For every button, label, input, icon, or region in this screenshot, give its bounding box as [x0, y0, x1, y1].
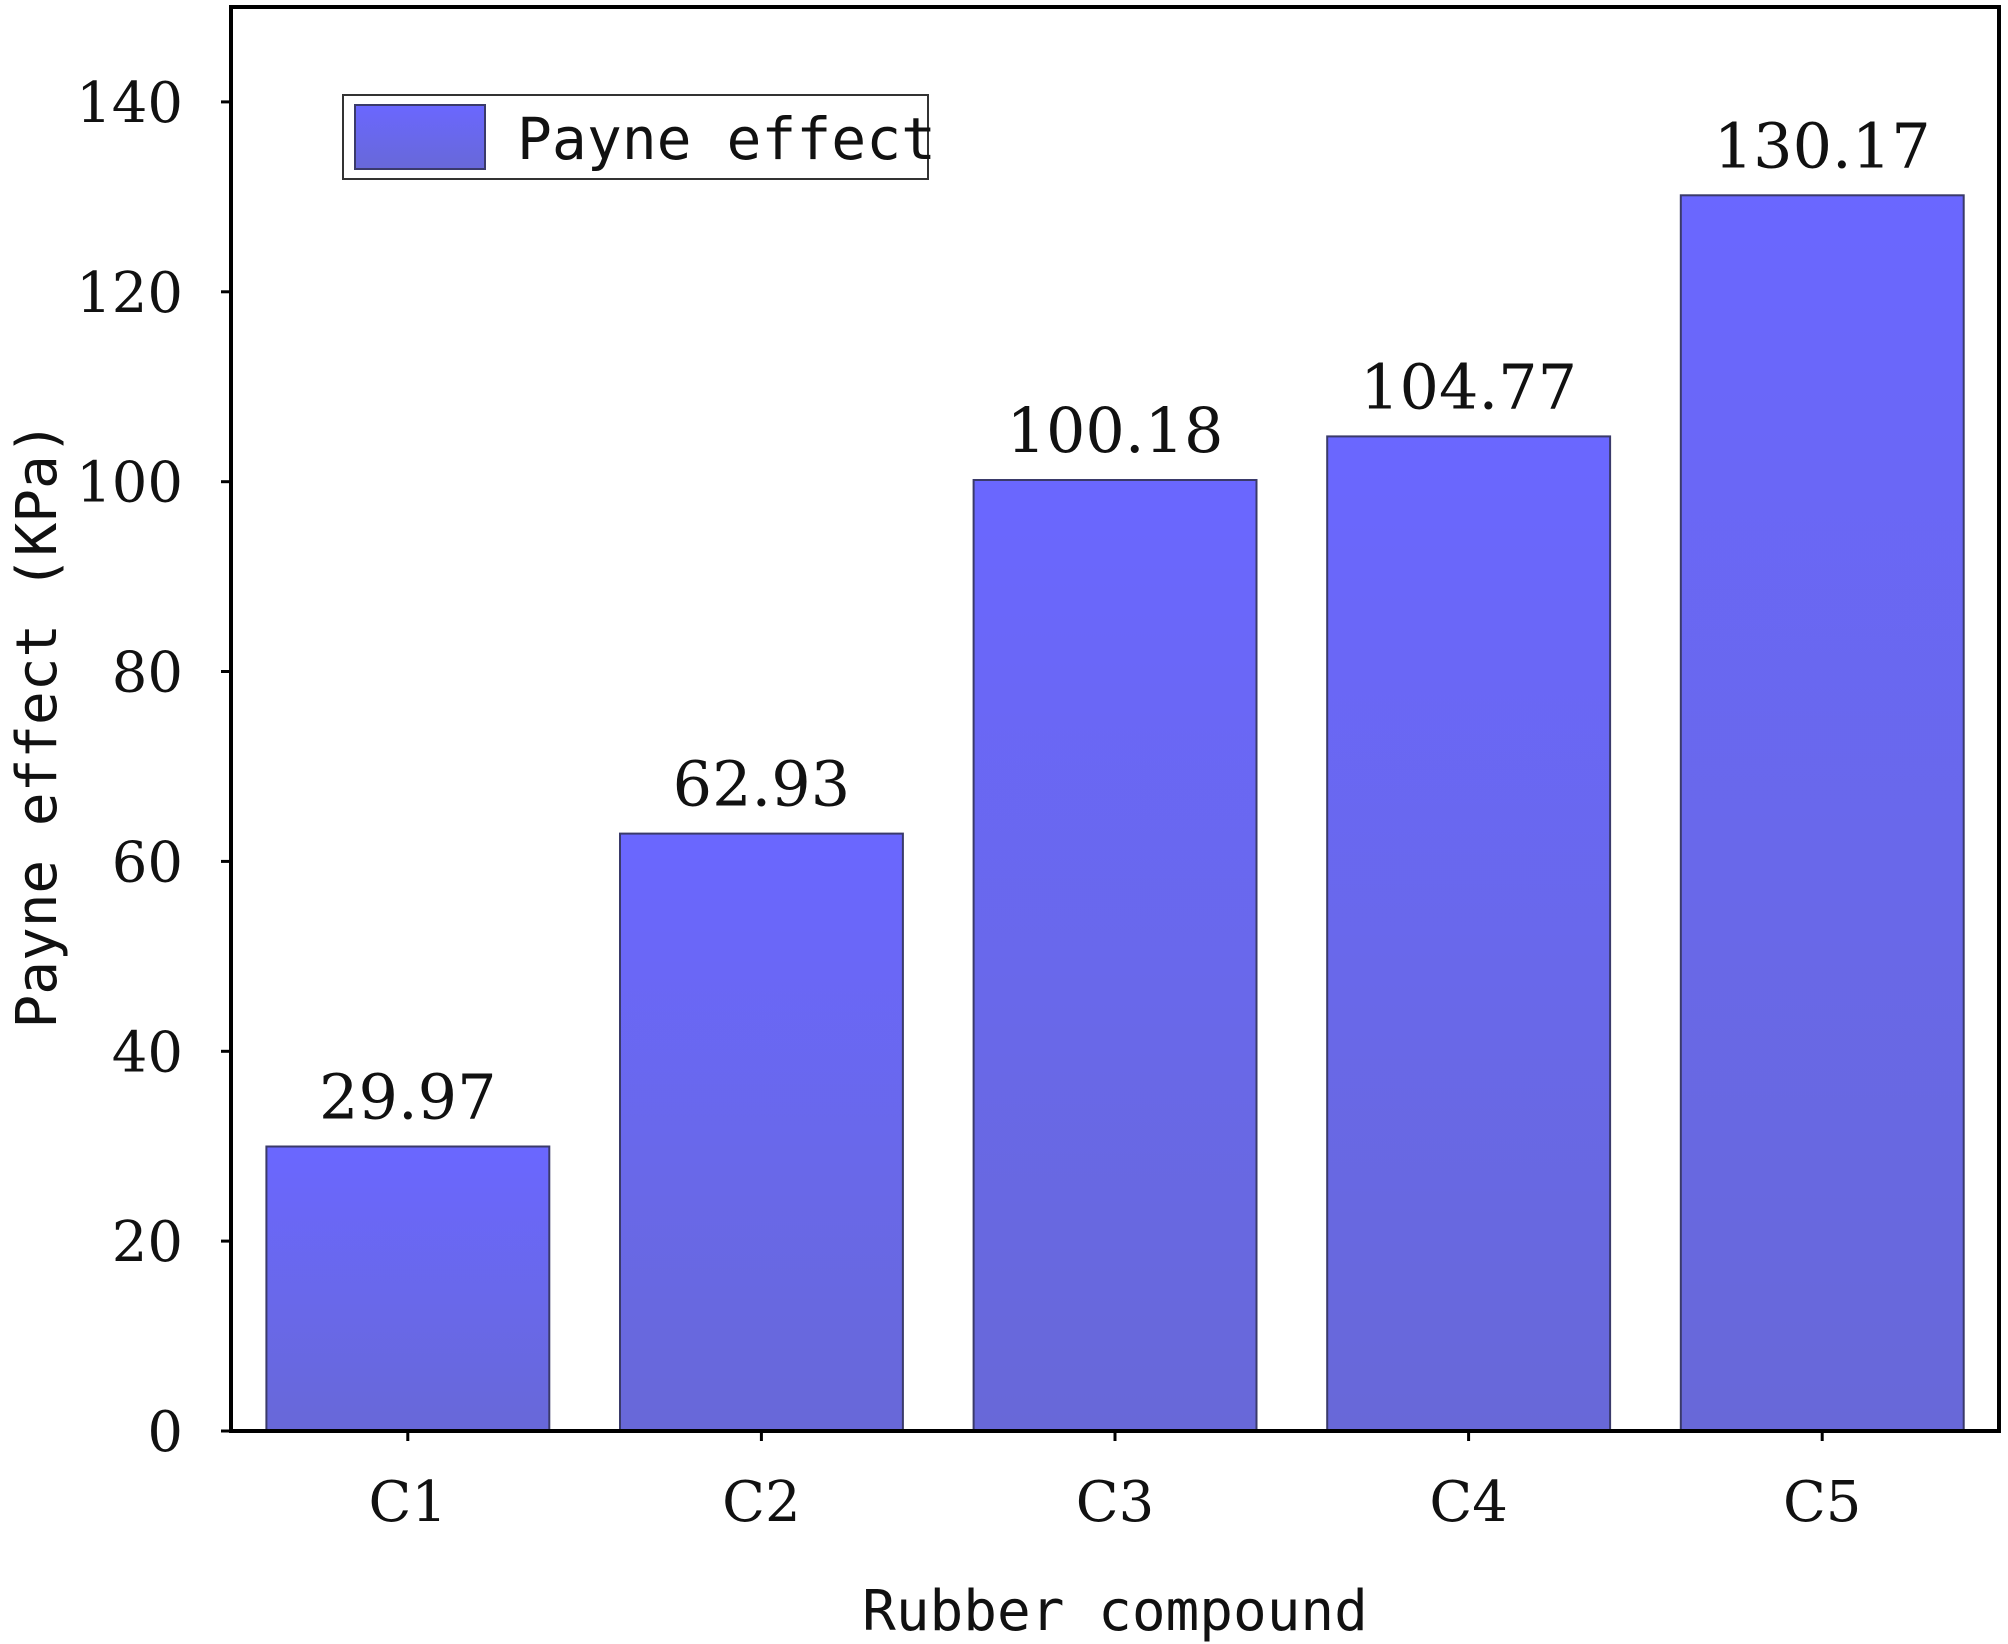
- legend-swatch: [354, 104, 486, 170]
- x-axis-ticks: C1 C2 C3 C4 C5: [369, 1431, 1861, 1535]
- bar-c1: [265, 1145, 551, 1432]
- x-tick-label-c3: C3: [1076, 1470, 1154, 1535]
- x-tick-label-c5: C5: [1783, 1470, 1861, 1535]
- plot-frame: [229, 5, 2001, 1433]
- y-tick-label-40: 40: [112, 1020, 183, 1085]
- y-tick-label-60: 60: [112, 830, 183, 895]
- data-label-c2: 62.93: [673, 748, 851, 821]
- y-axis-title: Payne effect (KPa): [5, 422, 70, 1029]
- y-tick-label-140: 140: [76, 71, 183, 136]
- y-axis-ticks: 0 20 40 60 80 100 120 140: [76, 71, 231, 1465]
- bar-group: [265, 194, 1965, 1432]
- y-tick-label-120: 120: [76, 261, 183, 326]
- data-label-c4: 104.77: [1360, 350, 1577, 423]
- bar-c5: [1679, 194, 1965, 1432]
- x-tick-label-c1: C1: [369, 1470, 447, 1535]
- legend-label: Payne effect: [517, 105, 936, 173]
- data-label-c3: 100.18: [1007, 394, 1224, 467]
- y-tick-label-100: 100: [76, 451, 183, 516]
- legend: Payne effect: [342, 94, 936, 180]
- bar-c2: [619, 832, 904, 1432]
- data-label-c1: 29.97: [319, 1061, 497, 1134]
- x-axis-title: Rubber compound: [862, 1579, 1368, 1644]
- bar-c3: [972, 479, 1258, 1432]
- data-label-group: 29.97 62.93 100.18 104.77 130.17: [319, 109, 1931, 1133]
- y-tick-label-0: 0: [147, 1400, 183, 1465]
- x-tick-label-c2: C2: [722, 1470, 800, 1535]
- x-tick-label-c4: C4: [1429, 1470, 1507, 1535]
- data-label-c5: 130.17: [1714, 109, 1931, 182]
- y-tick-label-20: 20: [112, 1210, 183, 1275]
- y-tick-label-80: 80: [112, 641, 183, 706]
- bar-c4: [1326, 435, 1612, 1432]
